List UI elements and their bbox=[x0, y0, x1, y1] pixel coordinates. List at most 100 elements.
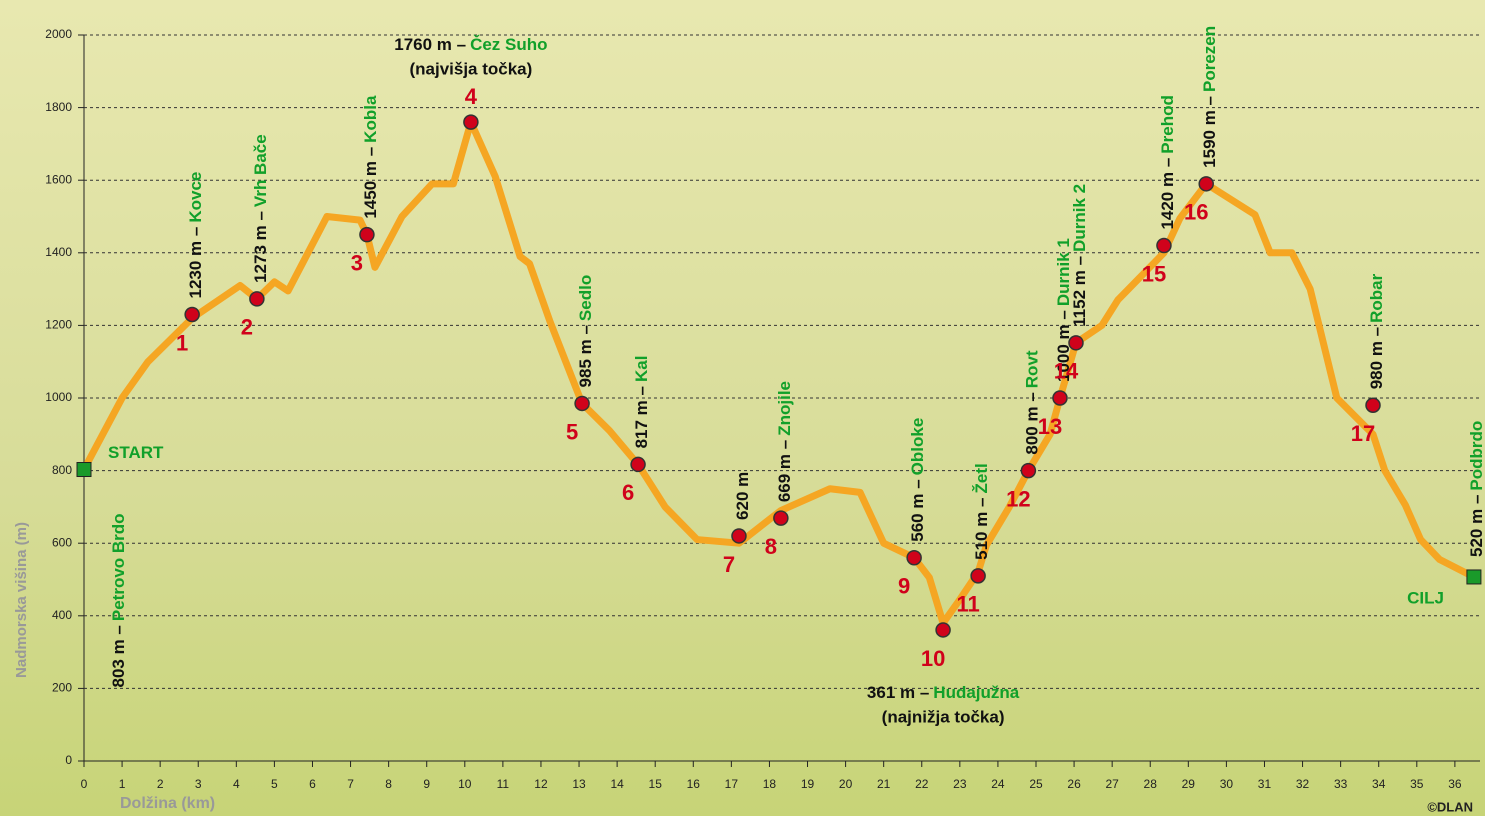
x-tick-label: 17 bbox=[725, 777, 739, 791]
checkpoint-label: 510 m –Žetl bbox=[973, 463, 992, 560]
x-tick-label: 23 bbox=[953, 777, 967, 791]
checkpoint-label: 620 m bbox=[733, 472, 752, 520]
checkpoint-label: 1590 m –Porezen bbox=[1201, 26, 1220, 168]
x-tick-label: 5 bbox=[271, 777, 278, 791]
x-tick-label: 12 bbox=[534, 777, 548, 791]
checkpoint-number: 3 bbox=[351, 250, 363, 275]
checkpoint bbox=[250, 292, 264, 306]
y-tick-label: 1600 bbox=[45, 172, 72, 186]
credit: ©DLAN bbox=[1427, 799, 1473, 814]
x-tick-label: 15 bbox=[649, 777, 663, 791]
checkpoint-number: 9 bbox=[898, 574, 910, 599]
finish-marker bbox=[1467, 570, 1481, 584]
x-tick-label: 8 bbox=[385, 777, 392, 791]
checkpoint-label: 1760 m –Čez Suho bbox=[394, 36, 547, 55]
elevation-label: 620 m bbox=[733, 472, 752, 520]
y-tick-label: 600 bbox=[52, 535, 72, 549]
x-tick-label: 28 bbox=[1144, 777, 1158, 791]
elevation-label: 669 m – bbox=[775, 440, 794, 502]
place-name: Porezen bbox=[1201, 26, 1220, 92]
x-axis-label: Dolžina (km) bbox=[120, 795, 215, 812]
y-tick-label: 1000 bbox=[45, 390, 72, 404]
elevation-label: 560 m – bbox=[909, 479, 928, 541]
x-tick-label: 11 bbox=[497, 777, 510, 791]
x-tick-label: 3 bbox=[195, 777, 202, 791]
checkpoint-note: (najnižja točka) bbox=[882, 707, 1005, 726]
checkpoint-number: 7 bbox=[723, 552, 735, 577]
checkpoint-number: 15 bbox=[1142, 261, 1166, 286]
place-name: Rovt bbox=[1023, 350, 1042, 388]
checkpoint-label: 800 m –Rovt bbox=[1023, 350, 1042, 455]
place-name: Kal bbox=[633, 356, 652, 382]
place-name: Kovce bbox=[187, 172, 206, 223]
start-marker bbox=[77, 463, 91, 477]
checkpoint-number: 13 bbox=[1038, 414, 1062, 439]
elevation-label: 1273 m – bbox=[251, 211, 270, 283]
checkpoint bbox=[774, 511, 788, 525]
checkpoint-label: 1230 m –Kovce bbox=[187, 172, 206, 299]
x-tick-label: 0 bbox=[81, 777, 88, 791]
background bbox=[0, 0, 1485, 816]
x-tick-label: 4 bbox=[233, 777, 240, 791]
x-tick-label: 14 bbox=[610, 777, 624, 791]
finish-label: 520 m –Podbrdo bbox=[1467, 421, 1485, 557]
checkpoint-label: 361 m –Hudajužna bbox=[867, 683, 1020, 702]
checkpoint-label: 980 m –Robar bbox=[1367, 273, 1386, 389]
place-name: Podbrdo bbox=[1467, 421, 1485, 491]
x-tick-label: 18 bbox=[763, 777, 777, 791]
checkpoint bbox=[1366, 398, 1380, 412]
y-tick-label: 1200 bbox=[45, 318, 72, 332]
checkpoint bbox=[1053, 391, 1067, 405]
y-tick-label: 800 bbox=[52, 463, 72, 477]
x-tick-label: 31 bbox=[1258, 777, 1272, 791]
elevation-label: 1760 m – bbox=[394, 36, 466, 55]
x-tick-label: 27 bbox=[1105, 777, 1119, 791]
checkpoint bbox=[464, 115, 478, 129]
checkpoint-number: 16 bbox=[1184, 200, 1208, 225]
chart: Nadmorska višina (m) Dolžina (km) ©DLAN … bbox=[0, 0, 1485, 816]
x-tick-label: 26 bbox=[1067, 777, 1081, 791]
place-name: Robar bbox=[1367, 273, 1386, 323]
checkpoint-label: 1420 m – Prehod bbox=[1158, 95, 1177, 229]
y-tick-label: 1400 bbox=[45, 245, 72, 259]
place-name: Kobla bbox=[361, 95, 380, 143]
x-tick-label: 19 bbox=[801, 777, 815, 791]
y-tick-label: 0 bbox=[65, 753, 72, 767]
place-name: Vrh Bače bbox=[251, 134, 270, 207]
x-tick-label: 25 bbox=[1029, 777, 1043, 791]
y-tick-label: 400 bbox=[52, 608, 72, 622]
checkpoint-label: 669 m –Znojile bbox=[775, 381, 794, 502]
checkpoint bbox=[1021, 464, 1035, 478]
y-tick-label: 200 bbox=[52, 681, 72, 695]
x-tick-label: 9 bbox=[423, 777, 430, 791]
place-name: Čez Suho bbox=[470, 36, 547, 55]
place-name: Obloke bbox=[909, 418, 928, 476]
checkpoint bbox=[907, 551, 921, 565]
checkpoint bbox=[575, 396, 589, 410]
place-name: Prehod bbox=[1158, 95, 1177, 154]
x-tick-label: 22 bbox=[915, 777, 929, 791]
checkpoint-label: 560 m – Obloke bbox=[909, 418, 928, 542]
checkpoint-label: 1450 m –Kobla bbox=[361, 95, 380, 219]
checkpoint-number: 14 bbox=[1054, 359, 1079, 384]
place-name: Sedlo bbox=[577, 275, 596, 321]
start-tag: START bbox=[108, 443, 164, 462]
x-tick-label: 1 bbox=[119, 777, 126, 791]
x-tick-label: 16 bbox=[687, 777, 701, 791]
checkpoint bbox=[360, 228, 374, 242]
x-tick-label: 32 bbox=[1296, 777, 1310, 791]
checkpoint-number: 11 bbox=[956, 592, 979, 617]
place-name: Petrovo Brdo bbox=[109, 513, 128, 621]
checkpoint-number: 10 bbox=[921, 646, 945, 671]
elevation-label: 1420 m – bbox=[1158, 158, 1177, 230]
elevation-label: 803 m – bbox=[109, 625, 128, 687]
x-tick-label: 7 bbox=[347, 777, 354, 791]
checkpoint bbox=[1157, 239, 1171, 253]
place-name: Hudajužna bbox=[933, 683, 1019, 702]
x-tick-label: 2 bbox=[157, 777, 164, 791]
checkpoint-label: 985 m –Sedlo bbox=[577, 275, 596, 388]
x-tick-label: 30 bbox=[1220, 777, 1234, 791]
start-label: 803 m – Petrovo Brdo bbox=[109, 513, 128, 687]
x-tick-label: 36 bbox=[1448, 777, 1462, 791]
x-tick-label: 34 bbox=[1372, 777, 1386, 791]
